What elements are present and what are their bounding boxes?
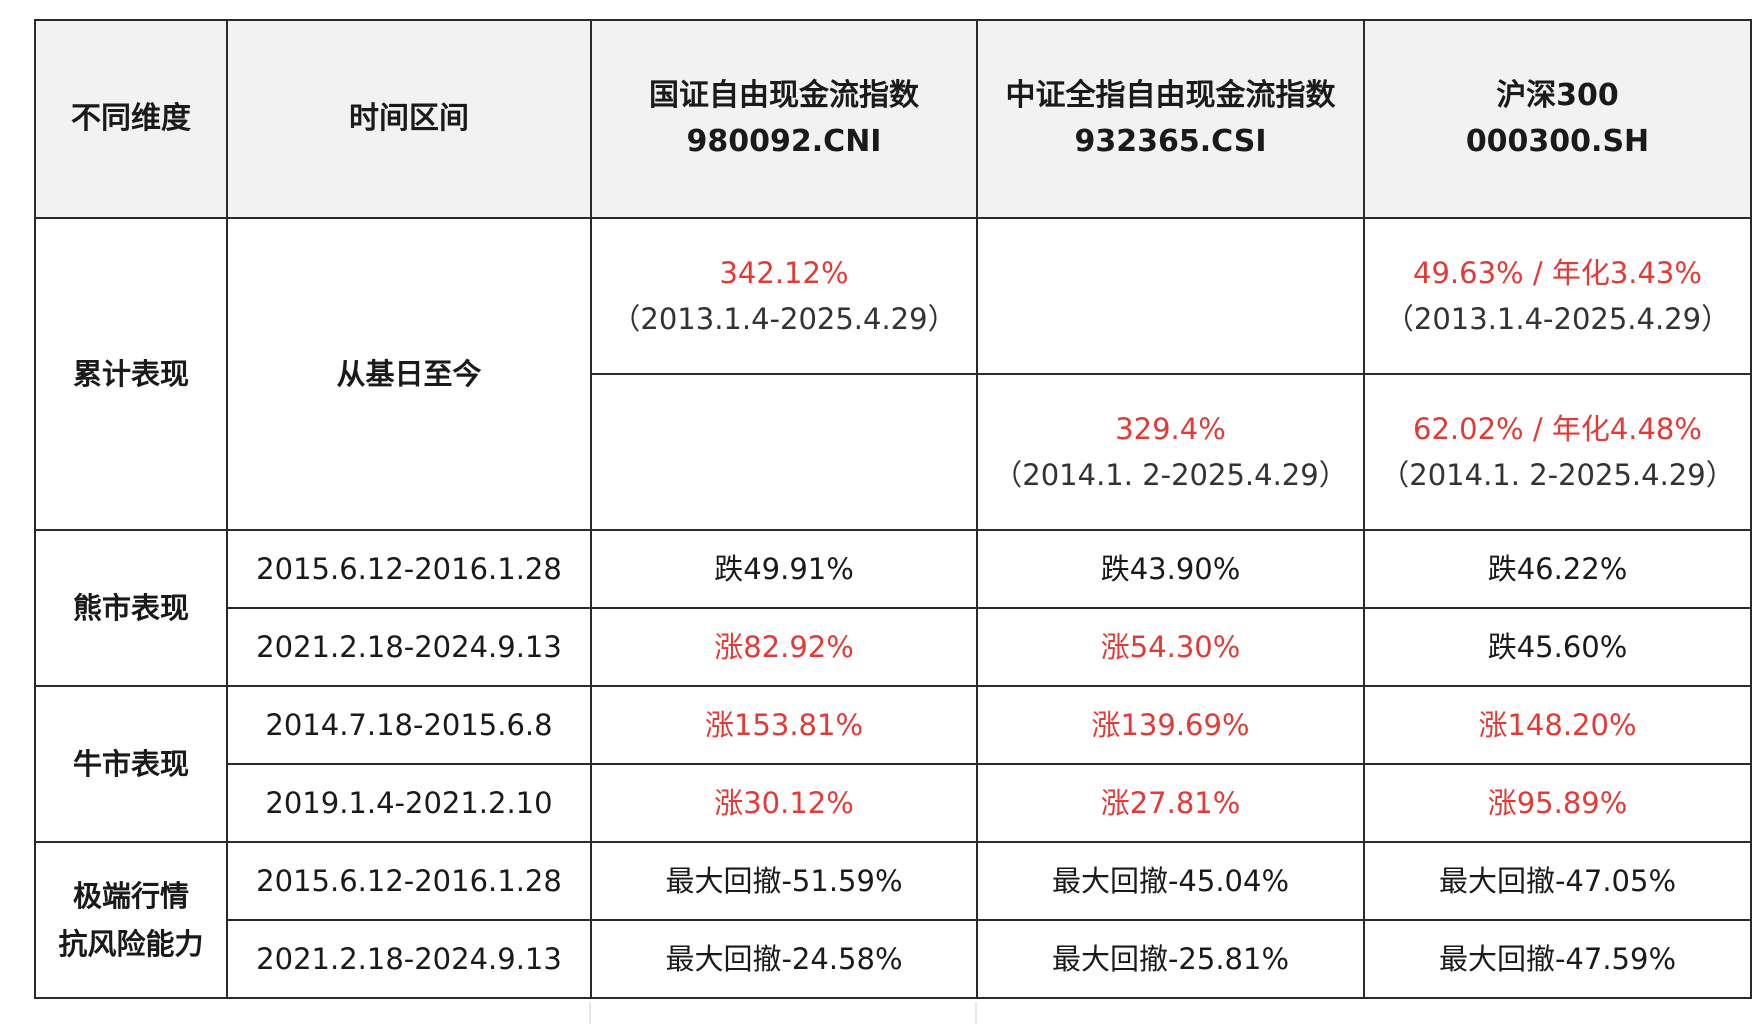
bear-csi-value: 涨54.30% (976, 607, 1365, 687)
header-csi-name: 中证全指自由现金流指数 (1005, 78, 1336, 113)
cumulative-csi-cell: 329.4% （2014.1. 2-2025.4.29） (976, 373, 1365, 531)
cumulative-period-label: 从基日至今 (336, 357, 482, 391)
header-hs300-index: 沪深300 000300.SH (1363, 19, 1752, 219)
cumulative-row-1: 累计表现 从基日至今 342.12% （2013.1.4-2025.4.29） … (34, 217, 1752, 531)
bear-hs300-value: 跌46.22% (1363, 529, 1752, 609)
header-dimension-label: 不同维度 (71, 101, 191, 136)
header-row: 不同维度 时间区间 国证自由现金流指数 980092.CNI 中证全指自由现金流… (34, 19, 1752, 219)
extreme-row-1: 极端行情 抗风险能力 2015.6.12-2016.1.28 最大回撤-51.5… (34, 841, 1752, 999)
cumulative-period-cell: 从基日至今 (226, 217, 592, 531)
bear-period: 2015.6.12-2016.1.28 (226, 529, 592, 609)
cumulative-hs300-range-b: （2014.1. 2-2025.4.29） (1380, 458, 1735, 492)
bull-row-2: 2019.1.4-2021.2.10 涨30.12% 涨27.81% 涨95.8… (35, 763, 1752, 843)
extreme-hs300-value: 最大回撤-47.05% (1363, 841, 1752, 921)
column-divider-tail (975, 1002, 977, 1024)
bull-csi-value: 涨139.69% (976, 685, 1365, 765)
bear-dimension-cell: 熊市表现 (34, 529, 228, 687)
bull-cni-value: 涨153.81% (590, 685, 978, 765)
cumulative-cni-range: （2013.1.4-2025.4.29） (611, 302, 957, 336)
header-dimension: 不同维度 (34, 19, 228, 219)
extreme-cni-value: 最大回撤-51.59% (590, 841, 978, 921)
bull-period: 2014.7.18-2015.6.8 (226, 685, 592, 765)
bear-hs300-value: 跌45.60% (1363, 607, 1752, 687)
extreme-csi-value: 最大回撤-45.04% (976, 841, 1365, 921)
cumulative-cni-empty-cell (590, 373, 978, 531)
cumulative-hs300-value-b: 62.02% / 年化4.48% (1413, 412, 1702, 446)
extreme-period: 2015.6.12-2016.1.28 (226, 841, 592, 921)
cumulative-csi-value: 329.4% (1115, 412, 1226, 446)
header-cni-index: 国证自由现金流指数 980092.CNI (590, 19, 978, 219)
bear-row-1: 熊市表现 2015.6.12-2016.1.28 跌49.91% 跌43.90%… (34, 529, 1752, 687)
cumulative-hs300-cell-a: 49.63% / 年化3.43% （2013.1.4-2025.4.29） (1363, 217, 1752, 375)
bear-period: 2021.2.18-2024.9.13 (226, 607, 592, 687)
header-cni-code: 980092.CNI (686, 124, 882, 159)
cumulative-cni-cell: 342.12% （2013.1.4-2025.4.29） (590, 217, 978, 375)
header-cni-name: 国证自由现金流指数 (649, 78, 919, 113)
cumulative-csi-empty-cell (976, 217, 1365, 375)
bull-csi-value: 涨27.81% (976, 763, 1365, 843)
extreme-period: 2021.2.18-2024.9.13 (226, 919, 592, 999)
cumulative-hs300-range-a: （2013.1.4-2025.4.29） (1384, 302, 1731, 336)
header-hs300-code: 000300.SH (1465, 124, 1650, 159)
cumulative-dimension-cell: 累计表现 (34, 217, 228, 531)
cumulative-dimension-label: 累计表现 (72, 357, 189, 391)
header-csi-code: 932365.CSI (1074, 124, 1267, 159)
extreme-row-2: 2021.2.18-2024.9.13 最大回撤-24.58% 最大回撤-25.… (35, 919, 1752, 999)
bear-cni-value: 涨82.92% (590, 607, 978, 687)
bull-period: 2019.1.4-2021.2.10 (226, 763, 592, 843)
bear-row-2: 2021.2.18-2024.9.13 涨82.92% 涨54.30% 跌45.… (35, 607, 1752, 687)
bull-row-1: 牛市表现 2014.7.18-2015.6.8 涨153.81% 涨139.69… (34, 685, 1752, 843)
extreme-dimension-cell: 极端行情 抗风险能力 (34, 841, 228, 999)
bull-dimension-cell: 牛市表现 (34, 685, 228, 843)
header-csi-index: 中证全指自由现金流指数 932365.CSI (976, 19, 1365, 219)
bull-dimension-label: 牛市表现 (72, 747, 189, 781)
extreme-csi-value: 最大回撤-25.81% (976, 919, 1365, 999)
bull-hs300-value: 涨148.20% (1363, 685, 1752, 765)
extreme-dimension-label-1: 极端行情 (72, 879, 189, 913)
header-period: 时间区间 (226, 19, 592, 219)
column-divider-tail (589, 1002, 591, 1024)
extreme-dimension-label-2: 抗风险能力 (58, 927, 204, 961)
extreme-hs300-value: 最大回撤-47.59% (1363, 919, 1752, 999)
performance-comparison-table: 不同维度 时间区间 国证自由现金流指数 980092.CNI 中证全指自由现金流… (34, 19, 1752, 999)
bull-cni-value: 涨30.12% (590, 763, 978, 843)
cumulative-hs300-value-a: 49.63% / 年化3.43% (1413, 256, 1702, 290)
bear-cni-value: 跌49.91% (590, 529, 978, 609)
cumulative-row-2: 329.4% （2014.1. 2-2025.4.29） 62.02% / 年化… (35, 373, 1752, 531)
cumulative-hs300-cell-b: 62.02% / 年化4.48% （2014.1. 2-2025.4.29） (1363, 373, 1752, 531)
header-period-label: 时间区间 (349, 101, 469, 136)
bear-dimension-label: 熊市表现 (72, 591, 189, 625)
cumulative-cni-value: 342.12% (719, 256, 849, 290)
bear-csi-value: 跌43.90% (976, 529, 1365, 609)
bull-hs300-value: 涨95.89% (1363, 763, 1752, 843)
extreme-cni-value: 最大回撤-24.58% (590, 919, 978, 999)
cumulative-csi-range: （2014.1. 2-2025.4.29） (993, 458, 1348, 492)
header-hs300-name: 沪深300 (1496, 78, 1619, 113)
